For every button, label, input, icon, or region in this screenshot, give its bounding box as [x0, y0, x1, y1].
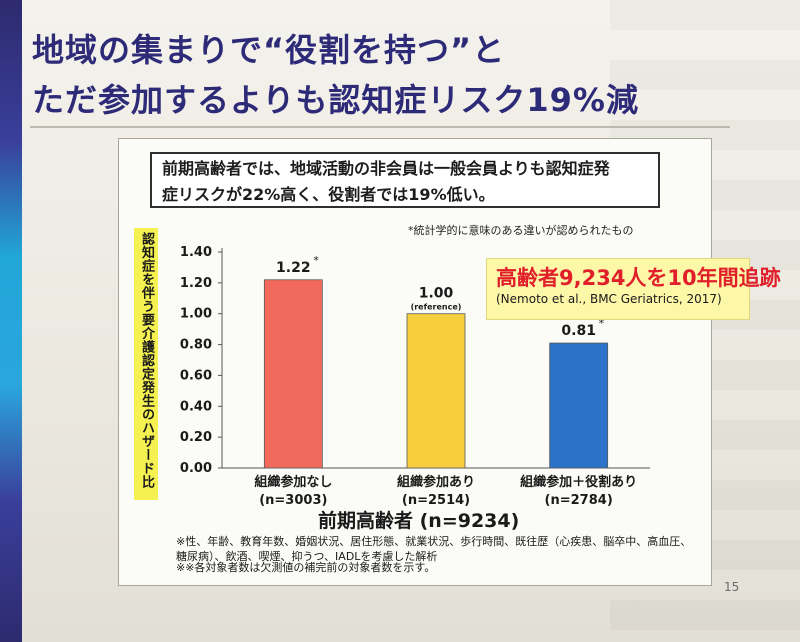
- summary-line2: 症リスクが22%高く、役割者では19%低い。: [162, 185, 495, 204]
- category-label: 組織参加＋役割あり: [520, 474, 637, 490]
- summary-line1: 前期高齢者では、地域活動の非会員は一般会員よりも認知症発: [162, 159, 610, 178]
- slide-title-line1: 地域の集まりで“役割を持つ”と: [32, 31, 506, 69]
- bar-value-label: 1.22: [276, 260, 311, 276]
- cohort-headline: 高齢者9,234人を10年間追跡: [496, 266, 781, 290]
- category-n-label: (n=3003): [259, 493, 327, 508]
- category-n-label: (n=2784): [545, 493, 613, 508]
- y-tick-label: 0.40: [180, 399, 212, 414]
- y-axis-label: 認知症を伴う要介護認定発生のハザード比: [139, 232, 154, 489]
- significance-note: *統計学的に意味のある違いが認められたもの: [408, 224, 634, 237]
- y-tick-label: 1.20: [180, 276, 212, 291]
- significance-star: *: [599, 317, 605, 330]
- category-label: 組織参加なし: [254, 474, 332, 490]
- significance-star: *: [313, 254, 319, 267]
- cohort-citation: (Nemoto et al., BMC Geriatrics, 2017): [496, 292, 722, 306]
- footnote-1: ※性、年齢、教育年数、婚姻状況、居住形態、就業状況、歩行時間、既往歴（心疾患、脳…: [176, 535, 692, 563]
- y-tick-label: 1.40: [180, 245, 212, 260]
- bar-value-label: 0.81: [561, 323, 596, 339]
- category-n-label: (n=2514): [402, 493, 470, 508]
- bar: [549, 342, 609, 469]
- cohort-callout: [486, 258, 750, 320]
- y-tick-label: 0.00: [180, 461, 212, 476]
- bar: [406, 313, 466, 469]
- y-tick-label: 0.80: [180, 338, 212, 353]
- x-axis-title: 前期高齢者 (n=9234): [318, 510, 520, 532]
- page-number: 15: [724, 580, 740, 594]
- slide-side-bar: [0, 0, 22, 642]
- bar-value-label: 1.00: [419, 286, 454, 302]
- category-label: 組織参加あり: [397, 474, 475, 490]
- bar: [263, 279, 323, 469]
- slide-title-line2: ただ参加するよりも認知症リスク19%減: [32, 81, 639, 119]
- y-tick-label: 1.00: [180, 307, 212, 322]
- y-axis-label-highlight: [134, 228, 158, 500]
- y-tick-label: 0.20: [180, 430, 212, 445]
- summary-box: 前期高齢者では、地域活動の非会員は一般会員よりも認知症発 症リスクが22%高く、…: [150, 152, 660, 208]
- bar-reference-note: (reference): [411, 303, 462, 312]
- y-tick-label: 0.60: [180, 368, 212, 383]
- title-divider: [30, 126, 730, 128]
- footnote-2: ※※各対象者数は欠測値の補完前の対象者数を示す。: [176, 561, 436, 574]
